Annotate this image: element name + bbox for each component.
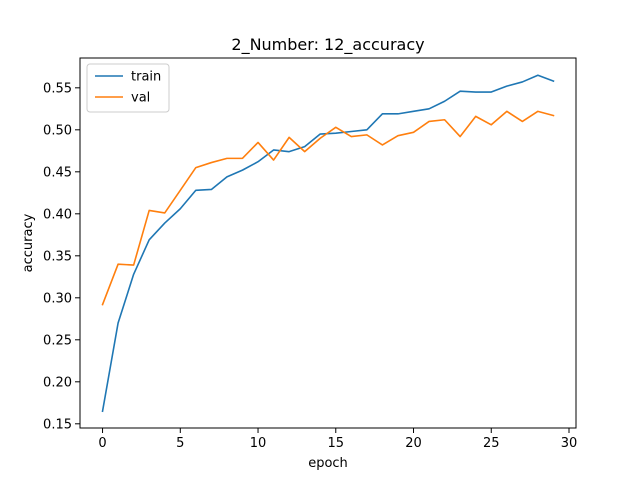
x-tick-label: 15	[328, 436, 345, 451]
y-tick-label: 0.20	[43, 375, 72, 390]
legend-label-train: train	[131, 70, 161, 85]
y-tick-label: 0.40	[43, 207, 72, 222]
plot-frame	[79, 57, 577, 429]
y-axis: 0.15 0.20 0.25 0.30 0.35 0.40 0.45 0.50 0.55	[43, 81, 80, 432]
y-tick-label: 0.35	[43, 249, 72, 264]
chart-title: 2_Number: 12_accuracy	[231, 35, 424, 55]
y-tick-label: 0.25	[43, 333, 72, 348]
x-tick-label: 20	[405, 436, 422, 451]
series-line-val	[101, 110, 555, 306]
legend: train val	[86, 63, 170, 113]
x-tick-label: 25	[483, 436, 500, 451]
x-axis: 0 5 10 15 20 25 30	[98, 428, 577, 451]
x-tick-label: 0	[98, 436, 106, 451]
x-tick-label: 30	[561, 436, 578, 451]
y-tick-label: 0.55	[43, 81, 72, 96]
y-tick-label: 0.45	[43, 165, 72, 180]
y-axis-label: accuracy	[21, 213, 36, 272]
plot-area	[80, 58, 576, 428]
x-tick-label: 10	[250, 436, 267, 451]
y-tick-label: 0.15	[43, 417, 72, 432]
y-tick-label: 0.50	[43, 123, 72, 138]
y-tick-label: 0.30	[43, 291, 72, 306]
legend-label-val: val	[131, 91, 150, 106]
series-layer	[101, 74, 555, 413]
x-axis-label: epoch	[308, 456, 348, 471]
x-tick-label: 5	[176, 436, 184, 451]
